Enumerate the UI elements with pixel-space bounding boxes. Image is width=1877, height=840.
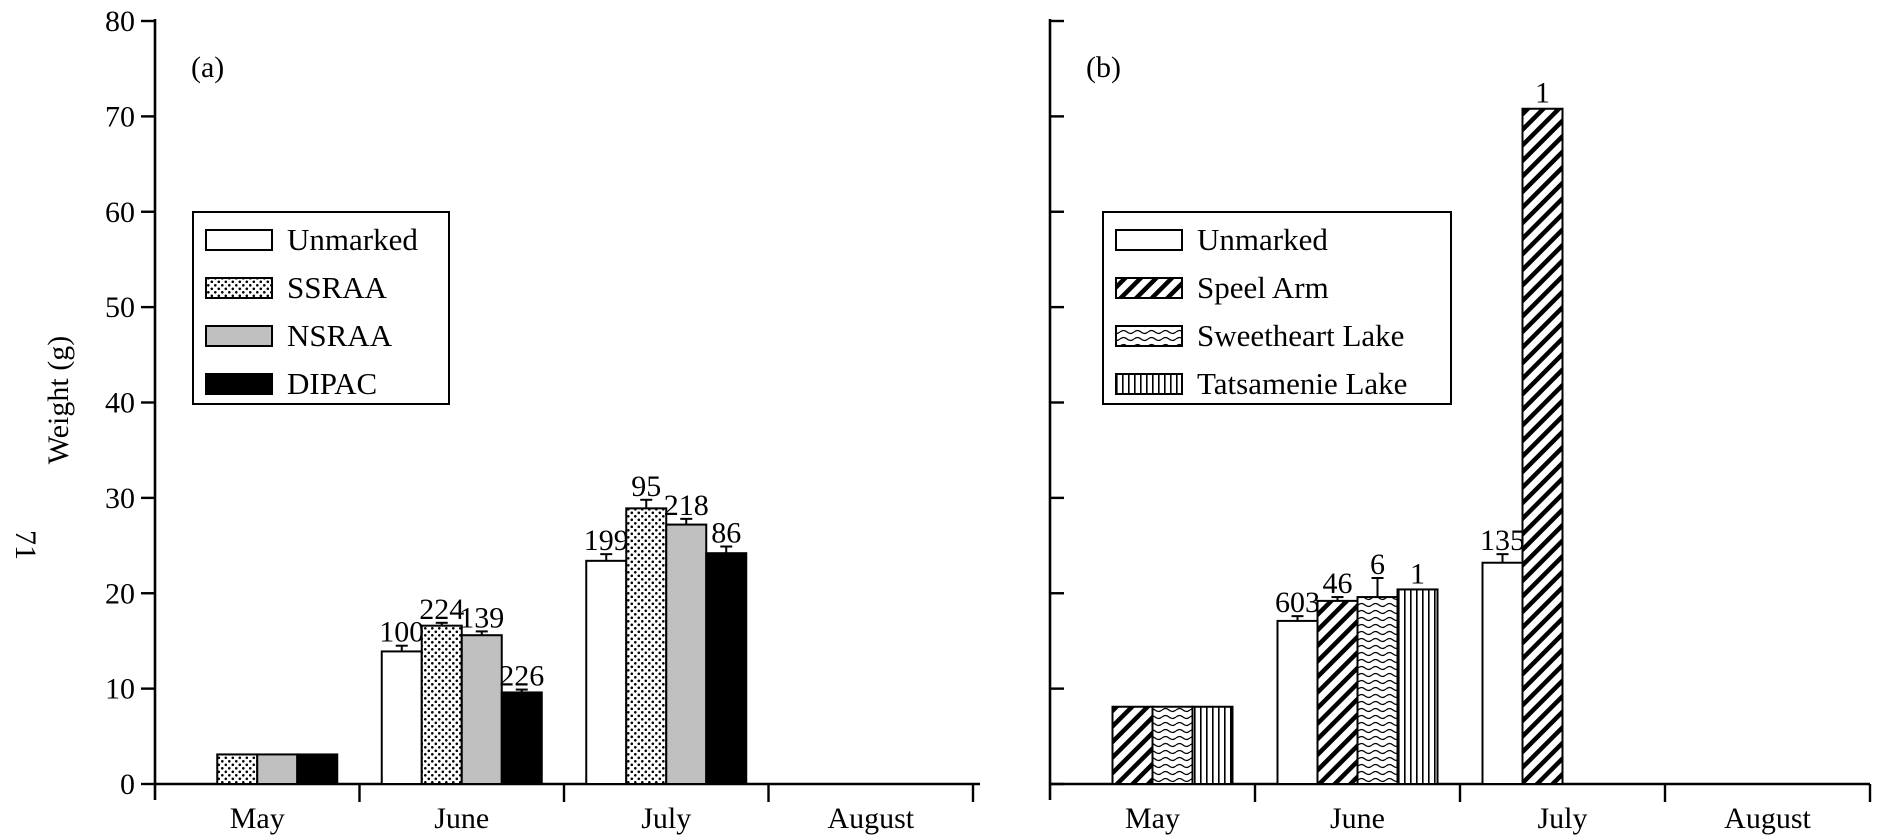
x-category-label: June xyxy=(434,802,489,835)
y-tick-label: 50 xyxy=(105,291,135,324)
bar xyxy=(216,753,259,786)
y-axis-title: Weight (g) xyxy=(42,336,75,464)
bar xyxy=(380,650,423,786)
bar-data-label: 226 xyxy=(499,660,544,693)
legend-label: Sweetheart Lake xyxy=(1197,318,1404,353)
bar xyxy=(296,753,339,786)
bar-data-label: 135 xyxy=(1480,524,1525,557)
x-category-label: July xyxy=(641,802,691,835)
bar-data-label: 224 xyxy=(419,593,464,626)
legend-swatch xyxy=(205,229,273,251)
legend-swatch xyxy=(205,373,273,395)
bar xyxy=(1356,596,1399,785)
bar xyxy=(420,624,463,785)
y-tick-label: 70 xyxy=(105,100,135,133)
panel-label: (b) xyxy=(1086,51,1121,84)
bar xyxy=(1521,107,1564,786)
chart-panel-a: 0 10 20 30 40 50 60 70 80 Weight (g) May June July Au… xyxy=(42,5,980,835)
legend-swatch xyxy=(1115,229,1183,251)
bar xyxy=(1396,588,1439,785)
page-number: 71 xyxy=(9,530,42,560)
legend-swatch xyxy=(1115,373,1183,395)
legend-swatch xyxy=(1115,325,1183,347)
y-tick-label: 10 xyxy=(105,673,135,706)
bar-data-label: 86 xyxy=(711,517,741,550)
legend-label: Tatsamenie Lake xyxy=(1197,366,1407,401)
x-category-label: May xyxy=(230,802,285,835)
bar xyxy=(500,691,543,785)
y-tick-label: 40 xyxy=(105,387,135,420)
bar xyxy=(1481,561,1524,785)
legend-label: NSRAA xyxy=(287,318,393,353)
bar-data-label: 218 xyxy=(664,489,709,522)
bar xyxy=(705,552,748,785)
legend-label: Speel Arm xyxy=(1197,270,1329,305)
legend-swatch xyxy=(1115,277,1183,299)
bar xyxy=(1316,599,1359,785)
x-category-label: June xyxy=(1330,802,1385,835)
x-category-label: August xyxy=(827,802,914,835)
y-tick-label: 20 xyxy=(105,577,135,610)
bar-data-label: 6 xyxy=(1370,548,1385,581)
x-category-label: August xyxy=(1724,802,1811,835)
bar xyxy=(585,559,628,786)
legend-label: SSRAA xyxy=(287,270,388,305)
bar xyxy=(460,634,503,786)
legend-swatch xyxy=(205,277,273,299)
x-category-label: July xyxy=(1537,802,1587,835)
bar-data-label: 603 xyxy=(1275,586,1320,619)
y-tick-label: 0 xyxy=(120,768,135,801)
bar xyxy=(256,753,299,786)
bar-data-label: 139 xyxy=(459,601,504,634)
bar xyxy=(1111,705,1154,786)
bar xyxy=(665,523,708,786)
x-category-label: May xyxy=(1125,802,1180,835)
legend-swatch xyxy=(205,325,273,347)
y-tick-label: 30 xyxy=(105,482,135,515)
bar-data-label: 95 xyxy=(631,470,661,503)
y-tick-label: 60 xyxy=(105,196,135,229)
panel-label: (a) xyxy=(191,51,224,84)
y-tick-label: 80 xyxy=(105,5,135,38)
bar-data-label: 1 xyxy=(1535,77,1550,110)
legend-label: Unmarked xyxy=(287,222,418,257)
bar xyxy=(1276,619,1319,785)
bar-data-label: 1 xyxy=(1410,557,1425,590)
legend-label: DIPAC xyxy=(287,366,377,401)
bar xyxy=(625,507,668,785)
bar-data-label: 100 xyxy=(379,616,424,649)
bar-data-label: 199 xyxy=(584,524,629,557)
legend-label: Unmarked xyxy=(1197,222,1328,257)
bar-data-label: 46 xyxy=(1323,567,1353,600)
bar xyxy=(1191,705,1234,786)
bar xyxy=(1151,705,1194,786)
